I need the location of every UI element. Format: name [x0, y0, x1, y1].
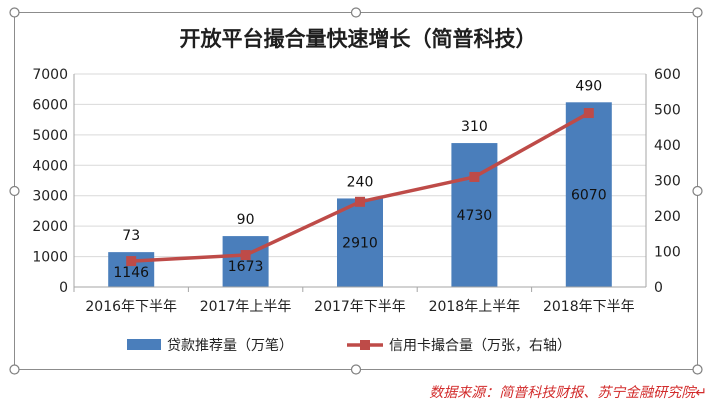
legend-swatch-marker: [360, 340, 370, 350]
y-tick-label-2: 2000: [32, 219, 68, 235]
legend: 贷款推荐量（万笔） 信用卡撮合量（万张，右轴）: [127, 337, 571, 354]
x-tick-label-3: 2018年上半年: [429, 299, 521, 315]
axes: 0 1000 2000 3000 4000 5000 6000 7000 0 100 200 300 4…: [32, 67, 680, 315]
data-labels: 1146 1673 2910 4730 6070 73 90 240 310 490: [113, 78, 606, 281]
y2-tick-label-1: 100: [654, 245, 681, 261]
y-tick-label-4: 4000: [32, 158, 68, 174]
chart-title: 开放平台撮合量快速增长（简普科技）: [180, 26, 537, 51]
legend-label-bar: 贷款推荐量（万笔）: [167, 338, 293, 354]
line-value-label-3: 310: [461, 119, 488, 135]
resize-handle-0-0[interactable]: [9, 7, 20, 18]
y2-tick-label-6: 600: [654, 67, 681, 83]
y-tick-label-7: 7000: [32, 67, 68, 83]
y-tick-label-1: 1000: [32, 250, 68, 266]
y2-tick-label-2: 200: [654, 209, 681, 225]
x-tick-label-1: 2017年上半年: [200, 299, 292, 315]
x-tick-label-0: 2016年下半年: [85, 299, 177, 315]
selection-handles[interactable]: [9, 7, 703, 375]
bar-value-label-1: 1673: [228, 259, 264, 275]
y2-tick-label-3: 300: [654, 174, 681, 190]
line-value-label-4: 490: [575, 78, 602, 94]
resize-handle-1-2[interactable]: [350, 364, 362, 375]
bar-value-label-2: 2910: [342, 236, 378, 252]
line-value-label-0: 73: [122, 228, 140, 244]
bar-2: [337, 198, 383, 287]
line-value-label-1: 90: [237, 212, 255, 228]
resize-handle-2-0[interactable]: [692, 7, 703, 18]
y2-tick-label-4: 400: [654, 138, 681, 154]
line-marker-1: [240, 250, 251, 261]
bar-value-label-3: 4730: [457, 208, 493, 224]
resize-handle-1-0[interactable]: [350, 7, 362, 18]
x-tick-label-2: 2017年下半年: [314, 299, 406, 315]
resize-handle-0-2[interactable]: [9, 364, 20, 375]
line-series: [126, 108, 594, 267]
legend-label-line: 信用卡撮合量（万张，右轴）: [389, 337, 571, 354]
source-note: 数据来源：简普科技财报、苏宁金融研究院↵: [429, 385, 707, 401]
resize-handle-2-1[interactable]: [692, 185, 703, 197]
bar-value-label-0: 1146: [113, 265, 149, 281]
resize-handle-2-2[interactable]: [692, 364, 703, 375]
y2-tick-label-5: 500: [654, 103, 681, 119]
gridlines: [74, 73, 646, 258]
line-marker-2: [355, 196, 365, 207]
line-value-label-2: 240: [347, 174, 374, 190]
line-marker-0: [126, 256, 137, 267]
y-tick-label-0: 0: [59, 280, 68, 296]
legend-swatch-bar: [127, 339, 161, 350]
resize-handle-0-1[interactable]: [9, 185, 20, 197]
bar-1: [222, 236, 269, 287]
line-marker-3: [469, 171, 480, 182]
y-tick-label-3: 3000: [32, 189, 68, 205]
bar-value-label-4: 6070: [571, 188, 607, 204]
y-tick-label-5: 5000: [32, 128, 68, 144]
bar-4: [565, 102, 612, 287]
line-marker-4: [583, 108, 594, 119]
x-tick-label-4: 2018年下半年: [543, 299, 635, 315]
y-tick-label-6: 6000: [32, 97, 68, 113]
y2-tick-label-0: 0: [654, 280, 663, 296]
